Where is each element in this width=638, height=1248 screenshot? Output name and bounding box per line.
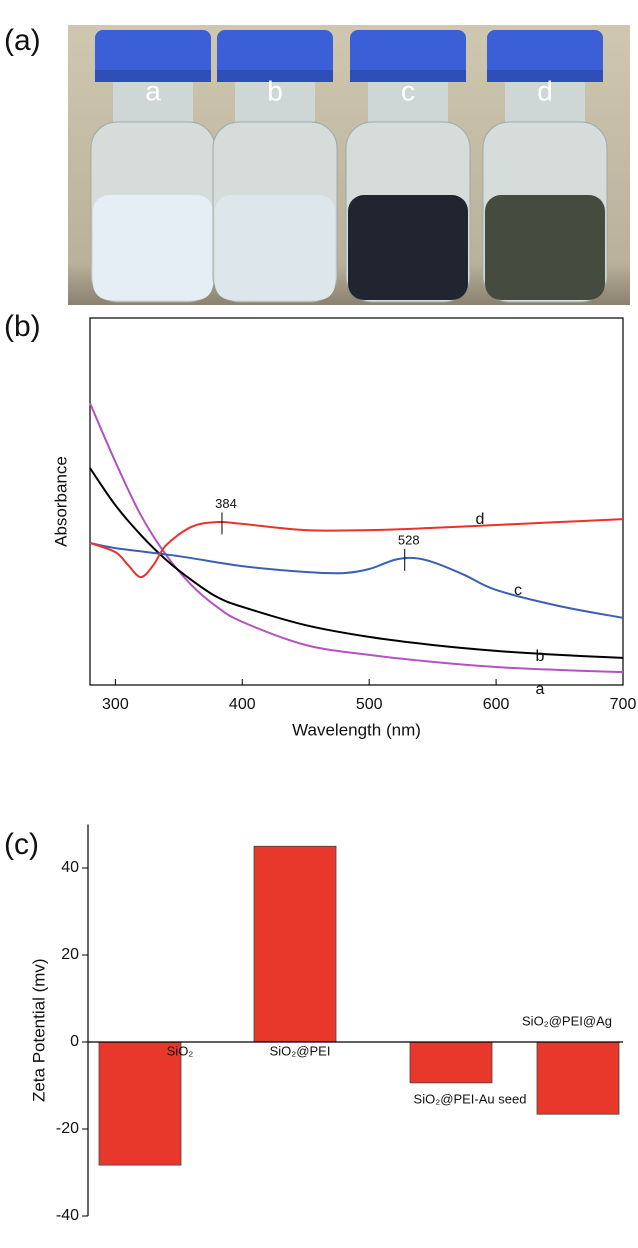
bar xyxy=(536,1041,620,1115)
x-tick-label: 300 xyxy=(102,696,129,713)
x-tick-label: 400 xyxy=(229,696,256,713)
y-tick-label: -40 xyxy=(56,1207,79,1224)
bottle-label: a xyxy=(145,75,161,106)
y-tick-label: -20 xyxy=(56,1120,79,1137)
series-label: b xyxy=(536,648,545,665)
line-series xyxy=(89,467,624,659)
bottle-label: b xyxy=(267,75,283,106)
series-label: a xyxy=(536,681,545,698)
x-tick-label: 600 xyxy=(483,696,510,713)
series-label: d xyxy=(476,511,485,528)
y-axis-label: Absorbance xyxy=(51,456,70,547)
y-axis-label: Zeta Potential (mv) xyxy=(29,958,48,1102)
bottle-label: c xyxy=(401,75,415,106)
x-tick-label: 700 xyxy=(610,696,637,713)
bottle xyxy=(212,30,338,303)
photo: a b c d xyxy=(68,25,630,305)
bottle xyxy=(90,30,216,303)
category-label: SiO₂@PEI xyxy=(270,1043,331,1058)
peak-label: 528 xyxy=(398,532,420,547)
y-tick-label: 20 xyxy=(61,946,79,963)
line-series xyxy=(89,518,624,579)
bottle-label: d xyxy=(537,75,553,106)
category-label: SiO₂@PEI-Au seed xyxy=(414,1091,527,1106)
x-tick-label: 500 xyxy=(356,696,383,713)
bottle xyxy=(482,30,608,303)
category-label: SiO₂ xyxy=(167,1043,194,1058)
bottle xyxy=(345,30,471,303)
category-label: SiO₂@PEI@Ag xyxy=(522,1013,612,1028)
x-axis-label: Wavelength (nm) xyxy=(292,720,421,739)
line-series xyxy=(89,541,624,619)
panel-label: (b) xyxy=(4,310,41,343)
panel-label: (a) xyxy=(4,24,41,57)
plot-frame xyxy=(89,317,624,686)
panel-label: (c) xyxy=(4,828,39,861)
series-label: c xyxy=(514,582,522,599)
y-tick-label: 40 xyxy=(61,859,79,876)
bar xyxy=(409,1041,493,1084)
peak-label: 384 xyxy=(215,496,237,511)
y-tick-label: 0 xyxy=(70,1033,79,1050)
bar xyxy=(98,1041,182,1166)
line-series xyxy=(89,402,624,674)
bar xyxy=(253,845,337,1043)
